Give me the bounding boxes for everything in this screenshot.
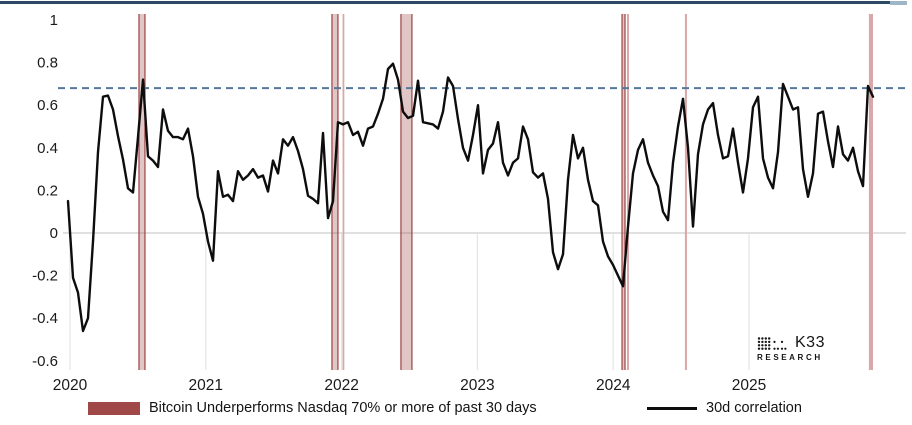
line-legend-swatch [647, 406, 697, 410]
y-tick-label: 0.6 [37, 97, 58, 114]
k33-dot-matrix-icon [757, 337, 787, 350]
correlation-line [66, 62, 875, 333]
legend-item-underperformance: Bitcoin Underperforms Nasdaq 70% or more… [88, 400, 537, 416]
band-legend-label: Bitcoin Underperforms Nasdaq 70% or more… [149, 400, 537, 416]
line-legend-label: 30d correlation [706, 400, 802, 416]
y-tick-label: 1 [50, 12, 58, 29]
underperformance-band [868, 14, 873, 370]
brand-name: K33 [795, 334, 825, 351]
underperformance-band [400, 14, 412, 370]
y-tick-label: 0.2 [37, 182, 58, 199]
x-tick-label: 2022 [324, 377, 358, 394]
underperformance-band [342, 14, 345, 370]
top-border-accent [890, 1, 907, 5]
underperformance-band [138, 14, 145, 370]
x-tick-label: 2020 [53, 377, 88, 394]
underperformance-band [684, 14, 687, 370]
underperformance-band [627, 14, 629, 370]
y-tick-label: 0.8 [37, 55, 58, 72]
top-border-line [0, 1, 899, 4]
y-tick-label: -0.4 [32, 310, 58, 327]
underperformance-band [622, 14, 626, 370]
y-tick-label: -0.2 [32, 268, 58, 285]
legend-item-correlation: 30d correlation [647, 400, 802, 416]
y-tick-label: 0 [50, 225, 58, 242]
k33-research-logo: K33 RESEARCH [757, 334, 825, 362]
band-legend-swatch [88, 401, 140, 415]
x-tick-label: 2025 [732, 377, 766, 394]
x-tick-label: 2024 [596, 377, 631, 394]
x-tick-label: 2021 [189, 377, 223, 394]
y-tick-label: 0.4 [37, 140, 58, 157]
brand-subtitle: RESEARCH [757, 353, 823, 362]
y-tick-label: -0.6 [32, 353, 58, 370]
underperformance-band [331, 14, 338, 370]
x-tick-label: 2023 [460, 377, 494, 394]
